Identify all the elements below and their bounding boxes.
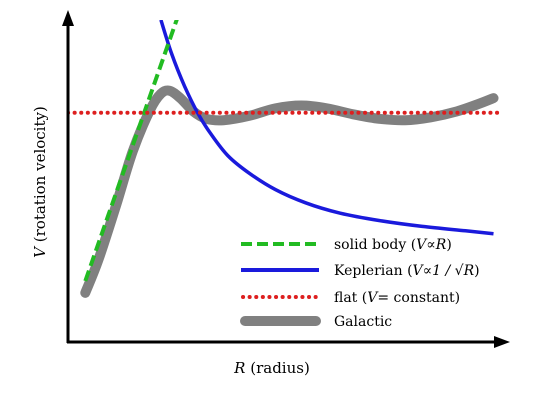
series-line-solid (83, 20, 179, 282)
legend-label-flat: flat (V= constant) (334, 290, 460, 306)
series-line-kepler (159, 20, 494, 236)
x-axis-label: R (radius) (233, 359, 310, 377)
legend-flat-post: ) (455, 290, 460, 306)
legend-flat-sym: V (367, 290, 379, 306)
y-axis-text: (rotation velocity) (31, 106, 49, 247)
legend-label-kepler: Keplerian (V∝1 / √R) (334, 263, 480, 279)
legend-flat-pre: flat ( (334, 290, 367, 306)
legend-entry-galactic: Galactic (240, 314, 392, 330)
legend-galactic-pre: Galactic (334, 314, 392, 330)
x-axis-arrowhead (494, 336, 510, 348)
y-axis-label: V (rotation velocity) (31, 106, 49, 258)
legend-flat-rel: = (377, 290, 389, 306)
legend-solid-rhs: R (435, 237, 447, 253)
y-axis-symbol: V (31, 245, 49, 258)
legend-kepler-rel: ∝ (423, 263, 432, 279)
legend-kepler-sym: V (413, 263, 425, 279)
legend-entry-solid: solid body (V∝R) (241, 237, 452, 253)
legend-solid-sym: V (416, 237, 428, 253)
x-axis-symbol: R (233, 359, 245, 377)
legend-entry-kepler: Keplerian (V∝1 / √R) (241, 263, 480, 279)
legend-label-solid: solid body (V∝R) (334, 237, 452, 253)
legend: solid body (V∝R) Keplerian (V∝1 / √R) fl… (240, 237, 480, 330)
y-axis-arrowhead (62, 10, 74, 26)
legend-kepler-pre: Keplerian ( (334, 263, 413, 279)
legend-flat-rhs: constant (389, 290, 455, 306)
legend-solid-rel: ∝ (426, 237, 435, 253)
legend-kepler-post: ) (474, 263, 479, 279)
legend-entry-flat: flat (V= constant) (241, 290, 460, 306)
legend-solid-pre: solid body ( (334, 237, 416, 253)
legend-kepler-rhs: 1 / √R (432, 263, 474, 279)
x-axis-text: (radius) (245, 359, 309, 377)
legend-label-galactic: Galactic (334, 314, 392, 330)
series-layer (68, 20, 500, 298)
series-line-galactic (80, 85, 499, 298)
legend-solid-post: ) (446, 237, 451, 253)
